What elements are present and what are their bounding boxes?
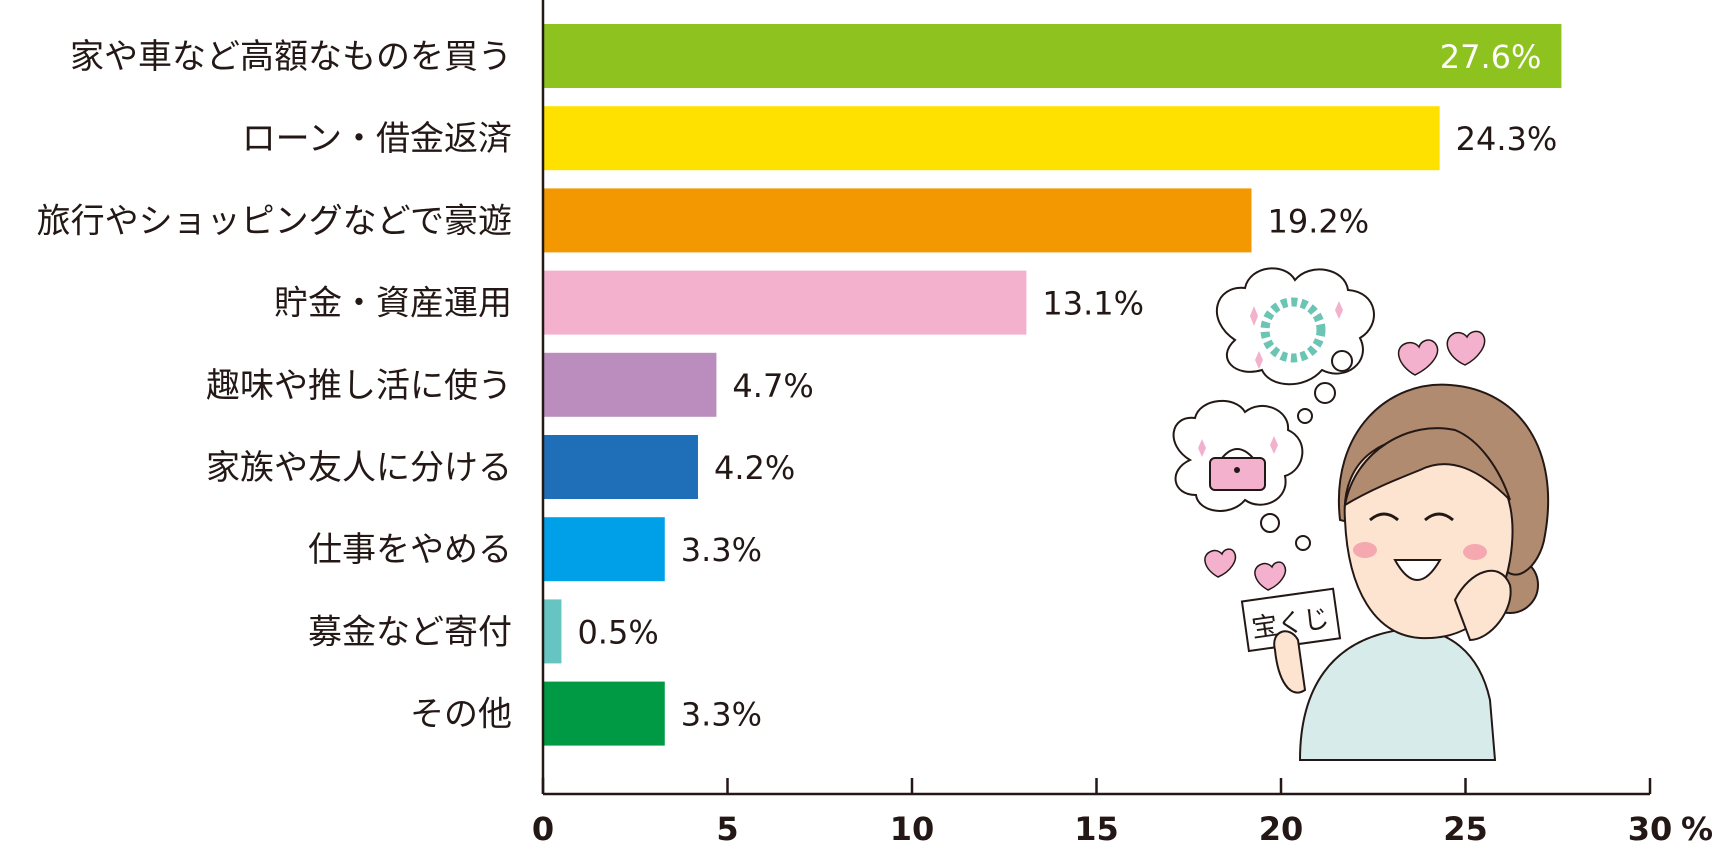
thought-bubble-bag-icon	[1172, 399, 1304, 512]
value-label: 4.7%	[732, 367, 813, 405]
bar	[543, 517, 665, 582]
value-label: 13.1%	[1042, 285, 1144, 323]
category-labels: 家や車など高額なものを買うローン・借金返済旅行やショッピングなどで豪遊貯金・資産…	[37, 37, 512, 735]
bar	[543, 435, 698, 499]
bar	[543, 270, 1027, 335]
category-label: 趣味や推し活に使う	[206, 366, 512, 406]
value-label: 3.3%	[681, 696, 762, 734]
x-axis-unit: %	[1681, 810, 1713, 848]
value-label: 4.2%	[714, 449, 795, 487]
value-label: 27.6%	[1440, 38, 1542, 76]
category-label: 仕事をやめる	[308, 530, 512, 570]
category-label: 募金など寄付	[308, 612, 512, 652]
value-label: 19.2%	[1267, 202, 1369, 240]
bar	[543, 188, 1252, 253]
x-tick-label: 10	[890, 810, 935, 848]
value-label: 3.3%	[681, 531, 762, 569]
heart-icon	[1204, 548, 1237, 578]
category-label: その他	[410, 695, 512, 735]
heart-icon	[1254, 561, 1287, 591]
value-label: 0.5%	[577, 613, 658, 651]
x-tick-label: 15	[1074, 810, 1119, 848]
bar	[543, 106, 1440, 171]
category-label: ローン・借金返済	[242, 119, 512, 159]
lottery-woman-illustration: 宝くじ	[1172, 267, 1550, 761]
category-label: 貯金・資産運用	[274, 284, 512, 324]
bars-group	[543, 24, 1562, 746]
category-label: 家族や友人に分ける	[206, 448, 512, 488]
lottery-ticket: 宝くじ	[1240, 587, 1342, 653]
category-label: 旅行やショッピングなどで豪遊	[37, 201, 512, 241]
value-labels: 27.6% 24.3% 19.2% 13.1% 4.7% 4.2% 3.3% 0.5% 3.3%	[577, 38, 1557, 734]
thought-bubble-jewelry-icon	[1216, 267, 1375, 386]
value-label: 24.3%	[1456, 120, 1558, 158]
x-axis-ticks: 0 5 10 15 20 25 30	[532, 778, 1672, 848]
x-tick-label: 0	[532, 810, 554, 848]
x-tick-label: 30	[1628, 810, 1673, 848]
x-tick-label: 20	[1259, 810, 1304, 848]
category-label: 家や車など高額なものを買う	[70, 37, 512, 77]
bar	[543, 599, 562, 664]
bar	[543, 352, 717, 417]
x-tick-label: 25	[1443, 810, 1488, 848]
x-tick-label: 5	[716, 810, 738, 848]
heart-icon	[1397, 339, 1439, 376]
bar	[543, 24, 1562, 88]
heart-icon	[1446, 330, 1486, 366]
bar	[543, 681, 665, 746]
